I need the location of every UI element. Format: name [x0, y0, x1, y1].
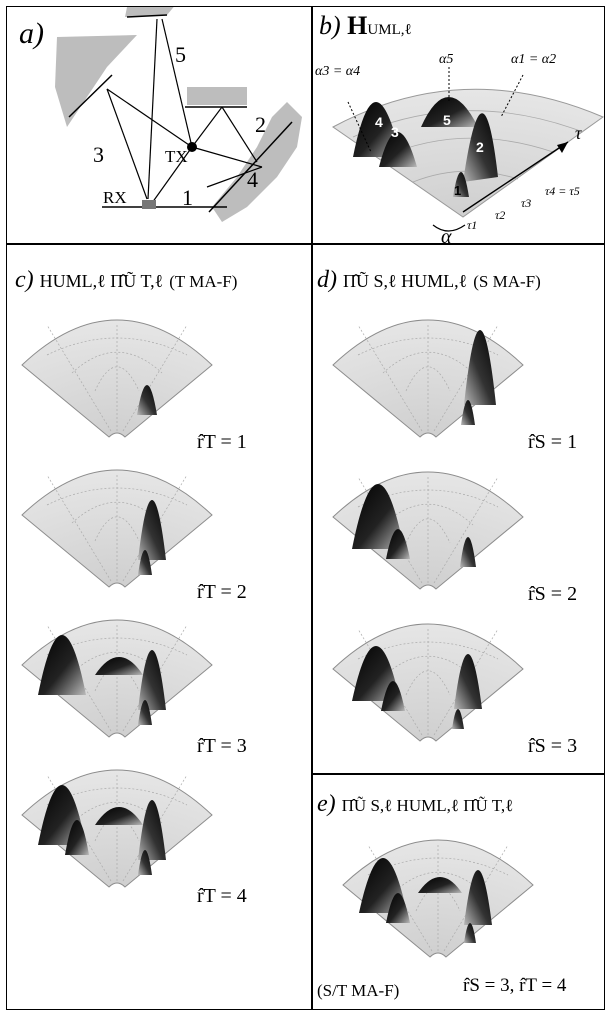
caption-c-3: r̂T = 3 — [197, 735, 247, 757]
panel-b-title: b) HUML,ℓ — [319, 11, 412, 40]
fan-e — [342, 839, 534, 958]
caption-c-1: r̂T = 1 — [197, 431, 247, 453]
caption-d-1: r̂S = 1 — [528, 431, 578, 453]
panel-a-propagation-diagram: a) TX RX 1 2 3 4 5 — [6, 6, 312, 244]
alpha12-label: α1 = α2 — [511, 52, 556, 67]
caption-d-3: r̂S = 3 — [528, 735, 578, 757]
tau3-label: τ3 — [521, 196, 531, 210]
peak-1 — [453, 172, 469, 197]
fan-c-4 — [21, 769, 213, 888]
alpha5-label: α5 — [439, 52, 453, 67]
caption-c-4: r̂T = 4 — [197, 885, 247, 907]
surface-plots-d — [332, 319, 524, 742]
caption-c-2: r̂T = 2 — [197, 581, 247, 603]
tx-antenna — [187, 142, 197, 152]
fan-c-3 — [21, 619, 213, 738]
path-label-3: 3 — [93, 142, 104, 167]
rx-label: RX — [103, 188, 127, 207]
panel-e-joint-filter: e) Π̂Ũ S,ℓ HUML,ℓ Π̂Ũ T,ℓ (S/T MA-F) r̂S… — [312, 774, 605, 1010]
peak-number-5: 5 — [443, 112, 451, 128]
fan-c-1 — [21, 319, 213, 438]
peak-3 — [379, 132, 417, 167]
panel-d-title: d) Π̂Ũ S,ℓ HUML,ℓ (S MA-F) — [317, 267, 541, 293]
obstacle-top — [125, 7, 174, 17]
peak-5 — [421, 97, 478, 127]
panel-a-tag: a) — [19, 17, 44, 50]
obstacle-right-top — [187, 87, 247, 105]
surface-plots-c — [21, 319, 213, 888]
fan-c-2 — [21, 469, 213, 588]
panel-d-spatial-filter: d) Π̂Ũ S,ℓ HUML,ℓ (S MA-F) r̂S = 1 r̂S =… — [312, 244, 605, 774]
tau2-label: τ2 — [495, 208, 505, 222]
path-label-5: 5 — [175, 42, 186, 67]
panel-e-title: e) Π̂Ũ S,ℓ HUML,ℓ Π̂Ũ T,ℓ — [317, 791, 514, 817]
panel-e-mode: (S/T MA-F) — [317, 981, 400, 1000]
path-label-4: 4 — [247, 167, 258, 192]
peak-number-1: 1 — [454, 183, 461, 198]
tau1-label: τ1 — [467, 218, 477, 232]
tau-axis-label: τ — [575, 123, 582, 143]
obstacle-left — [55, 35, 137, 127]
peak-2 — [463, 113, 498, 182]
propagation-geometry: TX RX 1 2 3 4 5 — [55, 7, 302, 222]
peak-number-2: 2 — [476, 139, 484, 155]
alpha-axis-label: α — [441, 226, 452, 244]
caption-d-2: r̂S = 2 — [528, 583, 578, 605]
alpha34-label: α3 = α4 — [315, 64, 360, 79]
peak-number-3: 3 — [391, 124, 399, 140]
tau45-label: τ4 = τ5 — [545, 184, 580, 198]
surface-plot-e — [342, 839, 534, 958]
peak-number-4: 4 — [375, 114, 383, 130]
tx-label: TX — [165, 147, 188, 166]
path-label-1: 1 — [182, 185, 193, 210]
panel-c-temporal-filter: c) HUML,ℓ Π̂Ũ T,ℓ (T MA-F) r̂T = 1 r̂T =… — [6, 244, 312, 1010]
caption-e: r̂S = 3, r̂T = 4 — [463, 975, 567, 996]
fan-d-1 — [332, 319, 524, 438]
panel-b-channel-surface: b) HUML,ℓ α3 = α4 α5 α1 = α2 4 3 5 2 1 τ… — [312, 6, 605, 244]
surface-plot-b: α3 = α4 α5 α1 = α2 4 3 5 2 1 τ τ1 τ2 τ3 … — [315, 52, 604, 244]
path-label-2: 2 — [255, 112, 266, 137]
fan-d-2 — [332, 471, 524, 590]
panel-c-title: c) HUML,ℓ Π̂Ũ T,ℓ (T MA-F) — [15, 267, 238, 293]
rx-antenna — [142, 200, 156, 209]
fan-d-3 — [332, 623, 524, 742]
